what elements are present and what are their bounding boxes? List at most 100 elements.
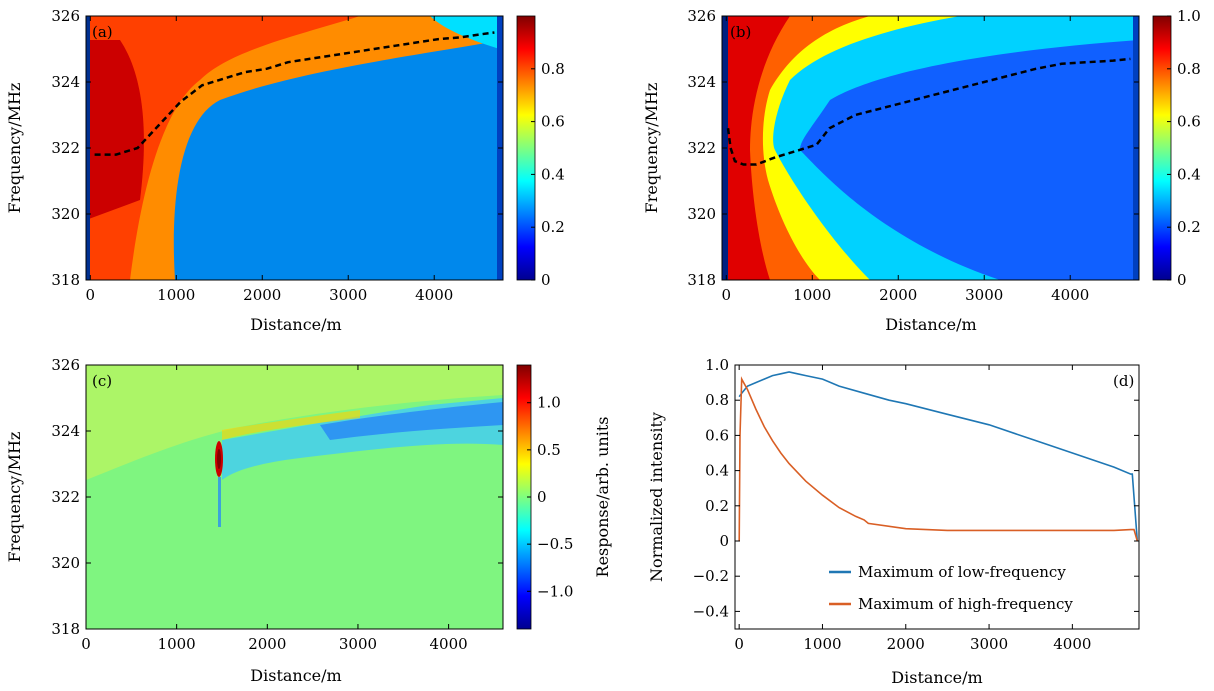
panel-d-legend: Maximum of low-frequency Maximum of high… [829, 563, 1073, 613]
colorbar-tick-label: 0.4 [541, 165, 565, 183]
ytick-label: 0 [719, 532, 729, 550]
panel-a-xlabel: Distance/m [250, 315, 341, 334]
series-low-frequency-line [738, 371, 1139, 542]
colorbar-tick-label: 0 [1177, 271, 1187, 289]
panel-a-ylabel: Frequency/MHz [5, 83, 24, 214]
xtick-label: 2000 [248, 635, 286, 653]
panel-d-series [738, 371, 1139, 542]
panel-a-yticks: 318 320 322 324 326 [51, 7, 503, 289]
ytick-label: 320 [687, 205, 716, 223]
ytick-label: 320 [51, 205, 80, 223]
panel-b-xticks: 0 1000 2000 3000 4000 [722, 16, 1089, 304]
panel-b-label: (b) [730, 23, 751, 41]
xtick-label: 0 [81, 635, 91, 653]
panel-a-colorbar [516, 15, 536, 281]
xtick-label: 1000 [803, 635, 841, 653]
ytick-label: 322 [51, 139, 80, 157]
colorbar-tick-label: 0.2 [1177, 218, 1201, 236]
ytick-label: 0.4 [705, 462, 729, 480]
ytick-label: 326 [51, 356, 80, 374]
panel-c-heatmap [86, 365, 503, 629]
colorbar-tick-label: 1.0 [1177, 7, 1201, 25]
xtick-label: 2000 [243, 286, 281, 304]
panel-a-colorbar-ticks: 0 0.2 0.4 0.6 0.8 [531, 60, 565, 289]
legend-label-low-frequency: Maximum of low-frequency [858, 563, 1066, 581]
xtick-label: 3000 [339, 635, 377, 653]
ytick-label: 322 [51, 488, 80, 506]
xtick-label: 4000 [430, 635, 468, 653]
panel-c-colorbar-ticks: −1.0 −0.5 0 0.5 1.0 [527, 394, 573, 600]
xtick-label: 0 [734, 635, 744, 653]
ytick-label: 0.6 [705, 426, 729, 444]
panel-a-label: (a) [92, 23, 113, 41]
ytick-label: −0.4 [693, 602, 729, 620]
xtick-label: 2000 [887, 635, 925, 653]
colorbar-tick-label: 0 [541, 271, 551, 289]
panel-d-xlabel: Distance/m [891, 668, 982, 687]
panel-a-overlay-line [94, 31, 495, 156]
colorbar-tick-label: 0.6 [1177, 113, 1201, 131]
panel-c-colorbar-label: Response/arb. units [593, 417, 612, 578]
ytick-label: 324 [687, 73, 716, 91]
panel-b-heatmap [722, 16, 1139, 280]
xtick-label: 1000 [793, 286, 831, 304]
colorbar-tick-label: 0.8 [541, 60, 565, 78]
colorbar-tick-label: 0 [537, 488, 547, 506]
panel-b-overlay-line [726, 57, 1131, 166]
panel-b-ylabel: Frequency/MHz [642, 83, 661, 214]
colorbar-tick-label: −1.0 [537, 582, 573, 600]
ytick-label: 326 [687, 7, 716, 25]
panel-d-frame [734, 364, 1140, 630]
colorbar-tick-label: 0.4 [1177, 165, 1201, 183]
xtick-label: 1000 [157, 286, 195, 304]
colorbar-tick-label: 0.2 [541, 218, 565, 236]
panel-d: 0 1000 2000 3000 4000 −0.4 −0.2 0 0.2 0.4 0.6 0.8 1… [647, 356, 1140, 687]
colorbar-tick-label: 0.5 [537, 441, 561, 459]
xtick-label: 2000 [879, 286, 917, 304]
panel-c-xlabel: Distance/m [250, 666, 341, 685]
panel-d-ylabel: Normalized intensity [647, 412, 666, 582]
ytick-label: −0.2 [693, 567, 729, 585]
panel-c-yticks: 318 320 322 324 326 [51, 356, 503, 638]
ytick-label: 318 [51, 271, 80, 289]
colorbar-tick-label: −0.5 [537, 535, 573, 553]
ytick-label: 324 [51, 422, 80, 440]
ytick-label: 318 [687, 271, 716, 289]
panel-c: 0 1000 2000 3000 4000 318 320 322 324 326 (c) Di… [5, 356, 612, 685]
ytick-label: 0.2 [705, 497, 729, 515]
xtick-label: 4000 [1053, 635, 1091, 653]
ytick-label: 318 [51, 620, 80, 638]
panel-b-colorbar [1152, 15, 1172, 281]
panel-d-yticks: −0.4 −0.2 0 0.2 0.4 0.6 0.8 1.0 [693, 356, 1139, 620]
panel-c-xticks: 0 1000 2000 3000 4000 [81, 365, 468, 653]
ytick-label: 320 [51, 554, 80, 572]
ytick-label: 1.0 [705, 356, 729, 374]
xtick-label: 4000 [1051, 286, 1089, 304]
xtick-label: 3000 [965, 286, 1003, 304]
series-high-frequency-line [738, 376, 1139, 542]
panel-d-plot-area [735, 365, 1139, 629]
panel-d-xticks: 0 1000 2000 3000 4000 [734, 365, 1091, 653]
colorbar-tick-label: 0.8 [1177, 60, 1201, 78]
xtick-label: 0 [722, 286, 732, 304]
xtick-label: 3000 [329, 286, 367, 304]
xtick-label: 0 [86, 286, 96, 304]
ytick-label: 326 [51, 7, 80, 25]
ytick-label: 324 [51, 73, 80, 91]
panel-a-xticks: 0 1000 2000 3000 4000 [86, 16, 453, 304]
xtick-label: 1000 [158, 635, 196, 653]
legend-label-high-frequency: Maximum of high-frequency [858, 595, 1073, 613]
colorbar-tick-label: 1.0 [537, 394, 561, 412]
xtick-label: 3000 [970, 635, 1008, 653]
colorbar-tick-label: 0.6 [541, 113, 565, 131]
panel-b-yticks: 318 320 322 324 326 [687, 7, 1139, 289]
xtick-label: 4000 [415, 286, 453, 304]
panel-d-label: (d) [1113, 372, 1134, 390]
panel-b-xlabel: Distance/m [885, 315, 976, 334]
ytick-label: 0.8 [705, 391, 729, 409]
panel-b-colorbar-ticks: 0 0.2 0.4 0.6 0.8 1.0 [1167, 7, 1201, 289]
panel-a: 0 1000 2000 3000 4000 318 320 322 324 326 (a) Di… [5, 7, 565, 334]
panel-b: 0 1000 2000 3000 4000 318 320 322 324 326 (b) Di… [642, 7, 1201, 334]
ytick-label: 322 [687, 139, 716, 157]
